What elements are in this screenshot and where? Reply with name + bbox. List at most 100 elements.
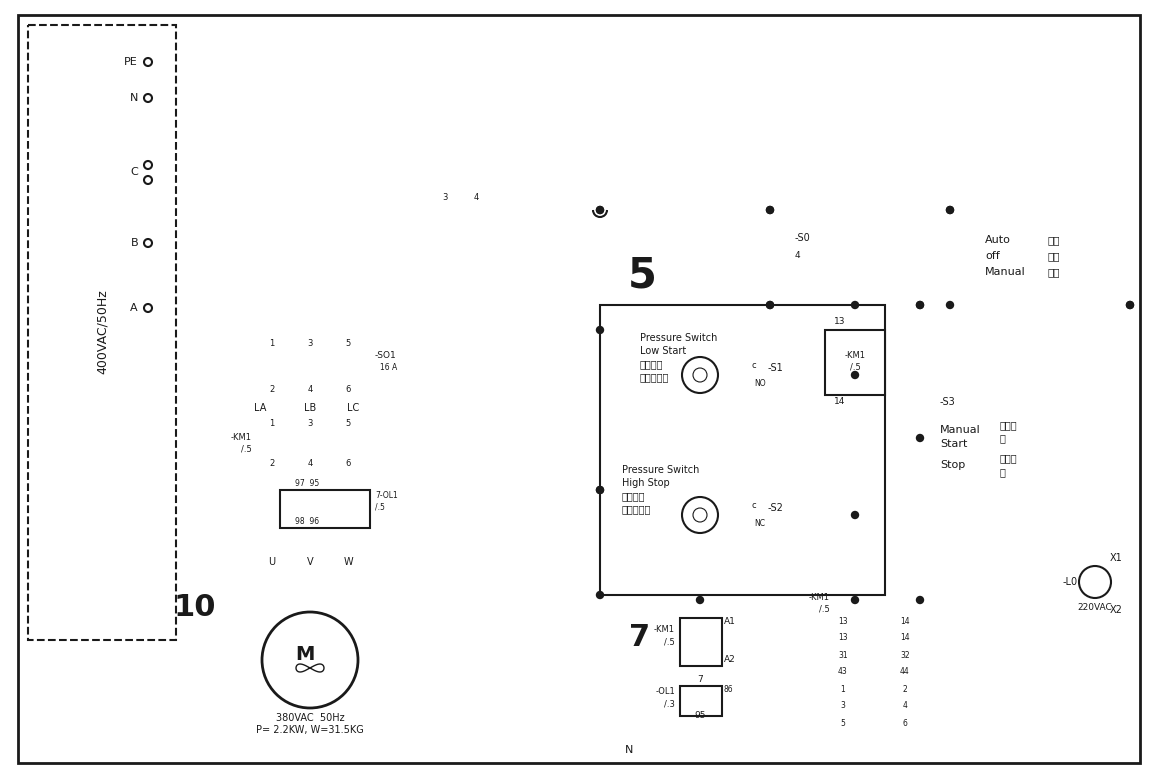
Text: 380VAC  50Hz: 380VAC 50Hz [276,713,344,723]
Text: LC: LC [346,403,359,413]
Text: A1: A1 [724,618,736,626]
Text: B: B [131,238,137,248]
Text: Manual: Manual [985,267,1026,277]
Text: 13: 13 [839,617,848,625]
Text: 2: 2 [269,385,275,395]
Circle shape [851,302,858,309]
Circle shape [946,302,954,309]
Text: 止: 止 [1000,467,1006,477]
Text: Low Start: Low Start [640,346,686,356]
Text: -KM1: -KM1 [654,625,675,635]
Text: 4: 4 [474,193,479,201]
Text: /.5: /.5 [241,444,252,454]
Text: 5: 5 [627,254,656,296]
Text: 220VAC: 220VAC [1078,604,1112,612]
Circle shape [696,597,703,604]
Text: 4: 4 [902,701,908,711]
Bar [825,330,885,395]
Text: 6: 6 [345,460,351,468]
Circle shape [851,597,858,604]
Text: 32: 32 [900,650,910,659]
Text: c: c [752,501,757,509]
Text: 97  95: 97 95 [295,480,319,488]
Text: 1: 1 [269,338,275,348]
Text: Manual: Manual [940,425,981,435]
Circle shape [767,302,774,309]
Text: -S1: -S1 [768,363,784,373]
Text: /.5: /.5 [664,638,675,646]
Text: 手动: 手动 [1048,267,1060,277]
Text: 1: 1 [841,684,845,694]
Text: 400VAC/50Hz: 400VAC/50Hz [96,289,109,375]
Bar [680,686,722,716]
Text: M: M [296,646,314,665]
Text: W: W [343,557,352,567]
Circle shape [1126,302,1133,309]
Text: -KM1: -KM1 [808,594,830,602]
Text: -SO1: -SO1 [375,351,397,359]
Circle shape [596,591,604,598]
Text: /.3: /.3 [664,700,675,708]
Text: LB: LB [304,403,316,413]
Text: LA: LA [254,403,266,413]
Text: 自动: 自动 [1048,235,1060,245]
Text: High Stop: High Stop [623,478,670,488]
Text: -L0: -L0 [1063,577,1078,587]
Text: 7: 7 [629,624,650,652]
Text: -S2: -S2 [768,503,784,513]
Circle shape [767,207,774,214]
Text: X1: X1 [1110,553,1123,563]
Text: 3: 3 [442,193,448,201]
Text: 13: 13 [839,633,848,642]
Text: N: N [625,745,633,755]
Text: 压力开关: 压力开关 [623,491,646,501]
Text: X2: X2 [1110,605,1123,615]
Circle shape [917,302,924,309]
Circle shape [767,207,774,214]
Text: /.5: /.5 [375,502,385,512]
Text: 压力高停止: 压力高停止 [623,504,651,514]
Text: V: V [307,557,313,567]
Text: 动: 动 [1000,433,1006,443]
Text: 44: 44 [900,667,910,676]
Text: off: off [985,251,1000,261]
Text: 7-OL1: 7-OL1 [375,491,397,499]
Text: 95: 95 [694,711,706,721]
Text: NO: NO [754,378,766,388]
Circle shape [596,207,604,214]
Text: A: A [131,303,137,313]
Circle shape [917,434,924,441]
Text: -S3: -S3 [940,397,955,407]
Circle shape [596,207,604,214]
Text: 5: 5 [345,419,351,427]
Text: /.5: /.5 [819,604,830,614]
Text: 切换: 切换 [1048,251,1060,261]
Text: 手动停: 手动停 [1000,453,1018,463]
Text: 6: 6 [902,718,908,728]
Text: 31: 31 [839,650,848,659]
Text: -KM1: -KM1 [844,351,865,359]
Text: U: U [268,557,276,567]
Text: P= 2.2KW, W=31.5KG: P= 2.2KW, W=31.5KG [256,725,364,735]
Text: 6: 6 [345,385,351,395]
Text: 1: 1 [269,419,275,427]
Text: A2: A2 [724,656,736,665]
Text: 43: 43 [839,667,848,676]
Circle shape [767,302,774,309]
Text: 4: 4 [795,251,800,259]
Circle shape [946,207,954,214]
Text: -KM1: -KM1 [231,433,252,443]
Text: Pressure Switch: Pressure Switch [623,465,700,475]
Text: 3: 3 [307,338,313,348]
Text: 压力低启动: 压力低启动 [640,372,670,382]
Text: 14: 14 [834,398,845,406]
Bar [599,305,885,595]
Text: Pressure Switch: Pressure Switch [640,333,717,343]
Text: 86: 86 [724,686,733,694]
Text: 3: 3 [307,419,313,427]
Text: NC: NC [754,519,765,528]
Text: 5: 5 [841,718,845,728]
Text: 98  96: 98 96 [295,518,319,526]
Text: 手动启: 手动启 [1000,420,1018,430]
Bar [280,490,370,528]
